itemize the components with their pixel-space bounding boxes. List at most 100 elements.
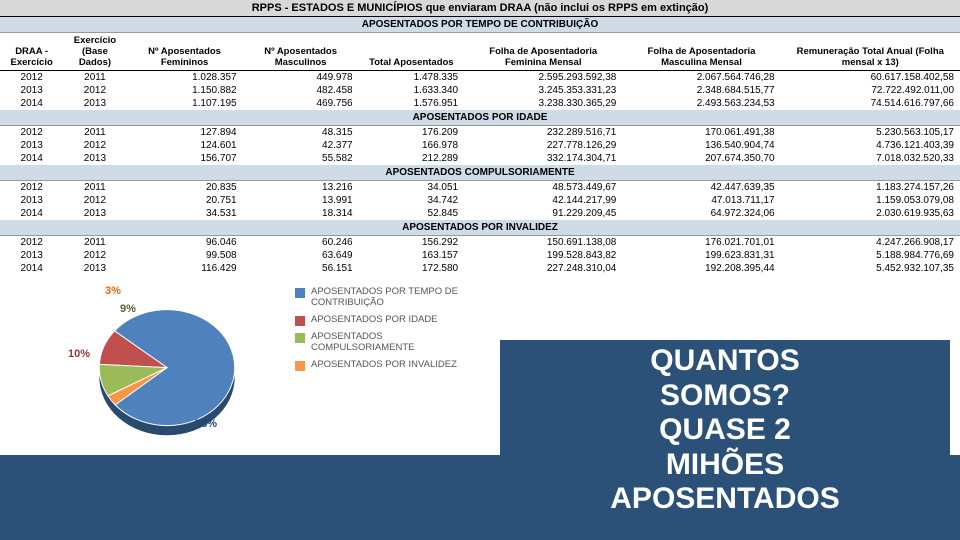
table-cell: 3.245.353.331,23 <box>464 84 622 97</box>
table-cell: 2012 <box>63 84 126 97</box>
table-cell: 212.289 <box>359 152 464 165</box>
table-row: 2013201220.75113.99134.74242.144.217,994… <box>0 194 960 207</box>
table-cell: 1.150.882 <box>127 84 243 97</box>
column-header: DRAA - Exercício <box>0 33 63 71</box>
table-cell: 449.978 <box>243 71 359 85</box>
table-cell: 4.736.121.403,39 <box>781 139 960 152</box>
section-header: APOSENTADOS POR TEMPO DE CONTRIBUIÇÃO <box>0 17 960 33</box>
legend-swatch <box>295 316 305 326</box>
table-cell: 1.028.357 <box>127 71 243 85</box>
legend-label: APOSENTADOS COMPULSORIAMENTE <box>311 332 475 354</box>
table-cell: 2013 <box>0 249 63 262</box>
column-header: Total Aposentados <box>359 33 464 71</box>
table-cell: 2014 <box>0 97 63 110</box>
table-cell: 2012 <box>0 71 63 85</box>
table-cell: 48.315 <box>243 126 359 139</box>
column-header: Nº Aposentados Femininos <box>127 33 243 71</box>
table-row: 20132012124.60142.377166.978227.778.126,… <box>0 139 960 152</box>
table-cell: 1.159.053.079,08 <box>781 194 960 207</box>
table-cell: 2014 <box>0 262 63 275</box>
section-header: APOSENTADOS POR INVALIDEZ <box>0 220 960 236</box>
table-cell: 2013 <box>63 152 126 165</box>
table-cell: 2.030.619.935,63 <box>781 207 960 220</box>
table-cell: 2011 <box>63 181 126 194</box>
table-cell: 1.183.274.157,26 <box>781 181 960 194</box>
column-header: Exercício (Base Dados) <box>63 33 126 71</box>
table-cell: 2014 <box>0 207 63 220</box>
callout-box: QUANTOSSOMOS?QUASE 2MIHÕESAPOSENTADOS <box>500 340 950 540</box>
table-cell: 42.377 <box>243 139 359 152</box>
table-cell: 1.478.335 <box>359 71 464 85</box>
table-cell: 13.991 <box>243 194 359 207</box>
table-cell: 2013 <box>0 84 63 97</box>
legend-swatch <box>295 361 305 371</box>
table-row: 201420131.107.195469.7561.576.9513.238.3… <box>0 97 960 110</box>
table-main-title: RPPS - ESTADOS E MUNICÍPIOS que enviaram… <box>0 0 960 17</box>
table-cell: 232.289.516,71 <box>464 126 622 139</box>
table-cell: 2011 <box>63 236 126 249</box>
table-cell: 2012 <box>0 236 63 249</box>
table-cell: 2012 <box>0 181 63 194</box>
data-table-panel: RPPS - ESTADOS E MUNICÍPIOS que enviaram… <box>0 0 960 275</box>
table-row: 201320121.150.882482.4581.633.3403.245.3… <box>0 84 960 97</box>
table-cell: 1.576.951 <box>359 97 464 110</box>
table-cell: 2012 <box>63 249 126 262</box>
table-cell: 64.972.324,06 <box>622 207 780 220</box>
table-cell: 1.107.195 <box>127 97 243 110</box>
table-cell: 48.573.449,67 <box>464 181 622 194</box>
table-cell: 2013 <box>0 194 63 207</box>
table-cell: 72.722.492.011,00 <box>781 84 960 97</box>
data-table: 2012201196.04660.246156.292150.691.138,0… <box>0 236 960 275</box>
table-cell: 192.208.395,44 <box>622 262 780 275</box>
table-cell: 227.778.126,29 <box>464 139 622 152</box>
table-cell: 172.580 <box>359 262 464 275</box>
pie-slice-label: 3% <box>105 285 121 297</box>
table-cell: 2013 <box>63 97 126 110</box>
table-cell: 2014 <box>0 152 63 165</box>
table-cell: 2013 <box>63 262 126 275</box>
pie-slice-label: 78% <box>195 418 217 430</box>
table-cell: 56.151 <box>243 262 359 275</box>
table-cell: 34.742 <box>359 194 464 207</box>
table-cell: 42.447.639,35 <box>622 181 780 194</box>
table-cell: 60.246 <box>243 236 359 249</box>
table-cell: 163.157 <box>359 249 464 262</box>
table-cell: 34.051 <box>359 181 464 194</box>
table-cell: 2013 <box>0 139 63 152</box>
table-cell: 74.514.616.797,66 <box>781 97 960 110</box>
table-cell: 127.894 <box>127 126 243 139</box>
callout-line: QUANTOS <box>500 344 950 379</box>
table-cell: 5.188.984.776,69 <box>781 249 960 262</box>
table-cell: 7.018.032.520,33 <box>781 152 960 165</box>
table-cell: 2.595.293.592,38 <box>464 71 622 85</box>
table-row: 2012201196.04660.246156.292150.691.138,0… <box>0 236 960 249</box>
table-cell: 176.021.701,01 <box>622 236 780 249</box>
table-cell: 166.978 <box>359 139 464 152</box>
legend-item: APOSENTADOS POR INVALIDEZ <box>295 360 475 371</box>
column-header: Remuneração Total Anual (Folha mensal x … <box>781 33 960 71</box>
data-table: DRAA - ExercícioExercício (Base Dados)Nº… <box>0 33 960 110</box>
table-cell: 20.751 <box>127 194 243 207</box>
table-cell: 91.229.209,45 <box>464 207 622 220</box>
table-cell: 2.493.563.234,53 <box>622 97 780 110</box>
table-row: 2012201120.83513.21634.05148.573.449,674… <box>0 181 960 194</box>
table-cell: 1.633.340 <box>359 84 464 97</box>
table-row: 201220111.028.357449.9781.478.3352.595.2… <box>0 71 960 85</box>
table-cell: 136.540.904,74 <box>622 139 780 152</box>
column-header: Folha de Aposentadoria Feminina Mensal <box>464 33 622 71</box>
legend-label: APOSENTADOS POR IDADE <box>311 315 438 326</box>
table-cell: 227.248.310,04 <box>464 262 622 275</box>
callout-line: SOMOS? <box>500 379 950 414</box>
legend-item: APOSENTADOS POR TEMPO DE CONTRIBUIÇÃO <box>295 287 475 309</box>
table-cell: 2011 <box>63 126 126 139</box>
table-cell: 4.247.266.908,17 <box>781 236 960 249</box>
table-cell: 42.144.217,99 <box>464 194 622 207</box>
table-cell: 52.845 <box>359 207 464 220</box>
table-row: 20142013116.42956.151172.580227.248.310,… <box>0 262 960 275</box>
legend-item: APOSENTADOS POR IDADE <box>295 315 475 326</box>
table-cell: 47.013.711,17 <box>622 194 780 207</box>
table-cell: 34.531 <box>127 207 243 220</box>
table-cell: 63.649 <box>243 249 359 262</box>
table-row: 2013201299.50863.649163.157199.528.843,8… <box>0 249 960 262</box>
legend-item: APOSENTADOS COMPULSORIAMENTE <box>295 332 475 354</box>
